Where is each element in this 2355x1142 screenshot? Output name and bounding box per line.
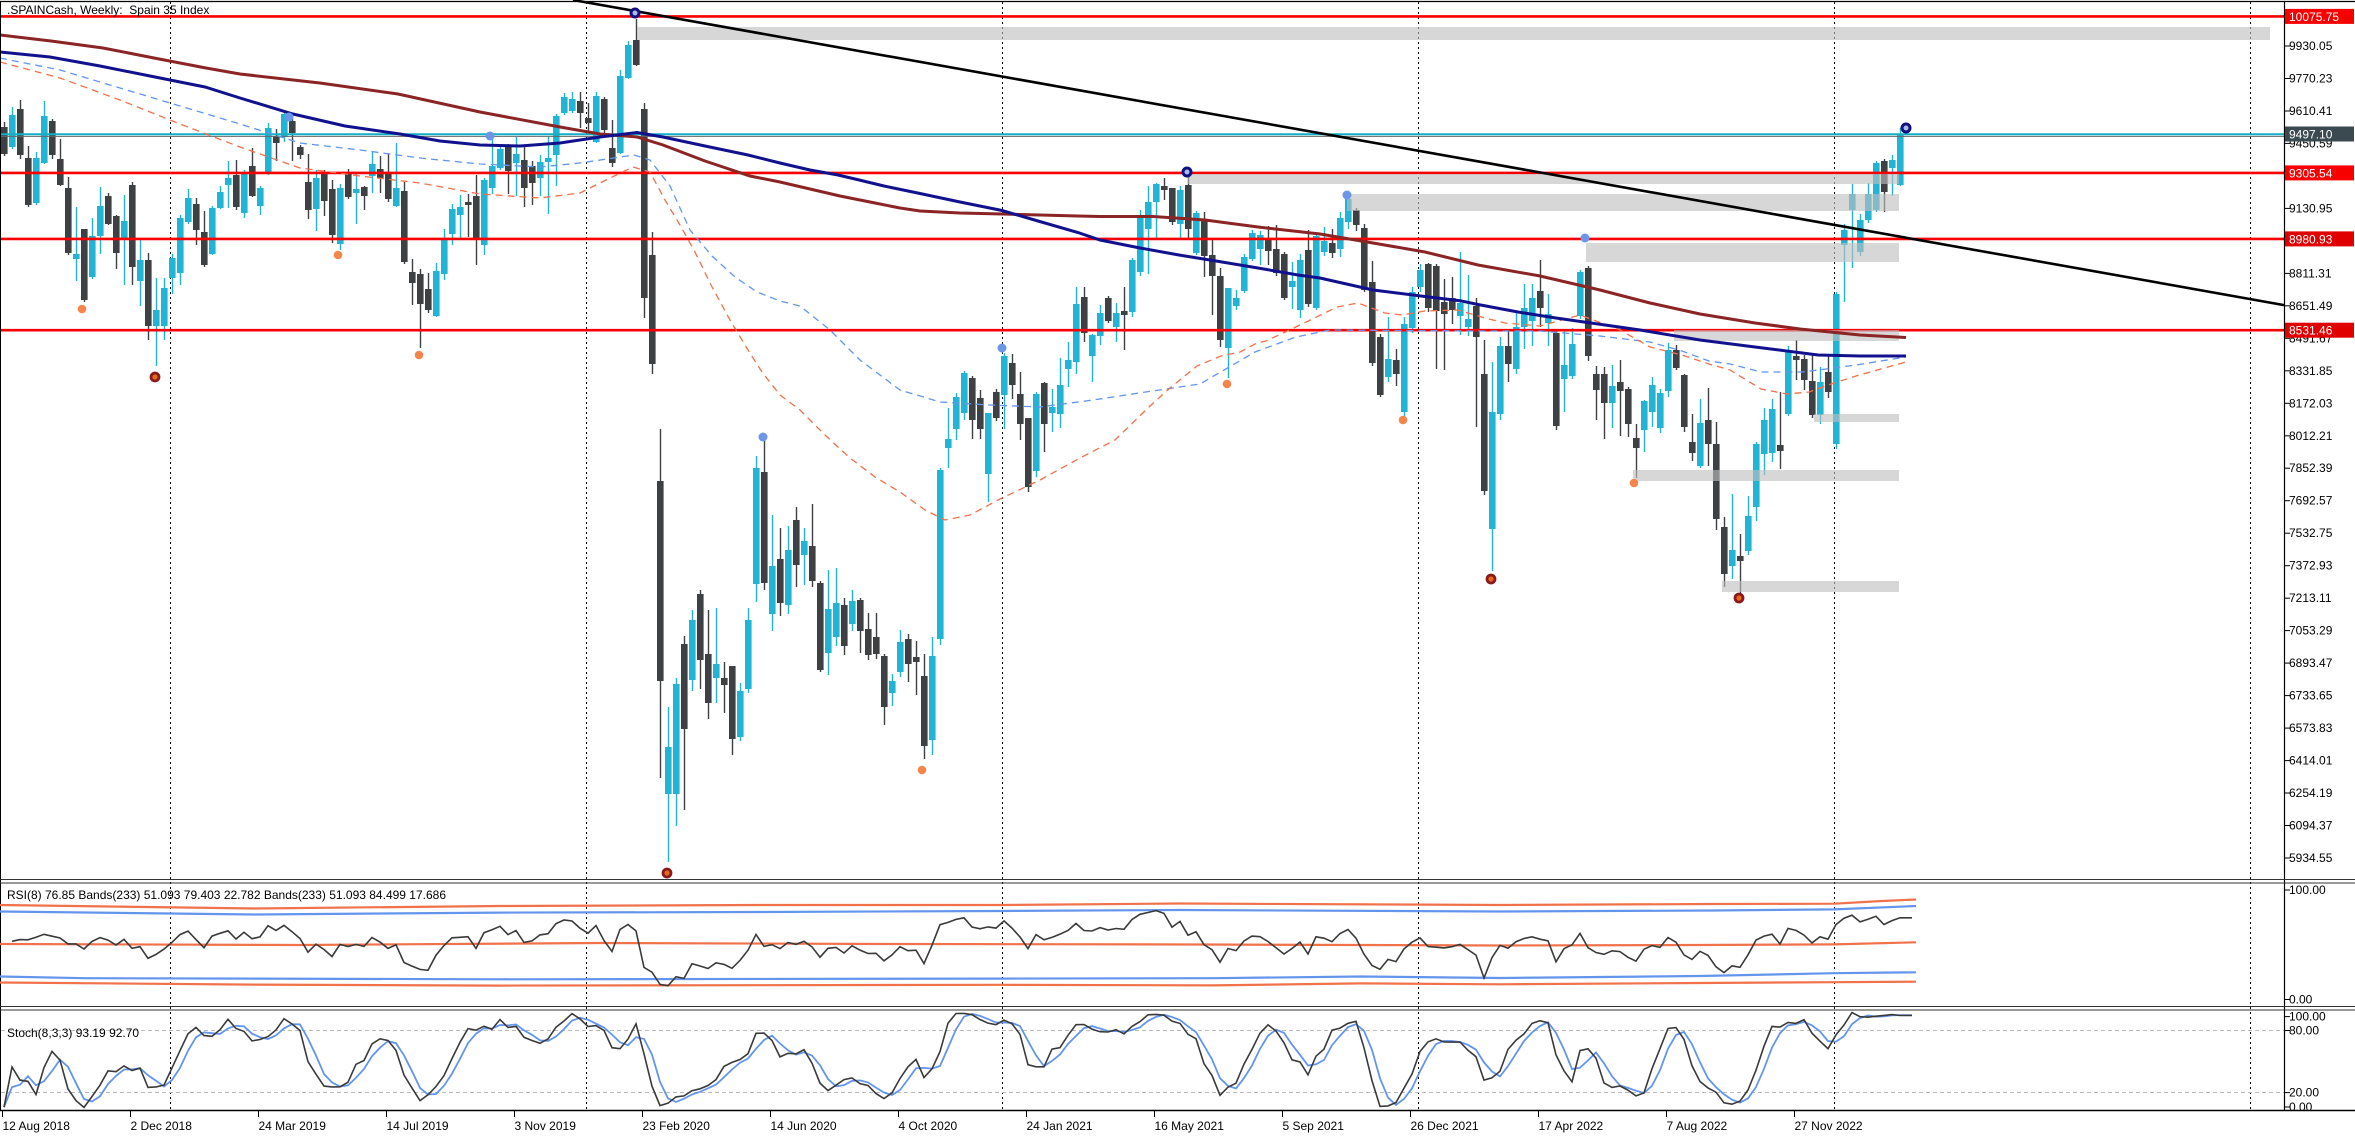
svg-text:80.00: 80.00 xyxy=(2289,1024,2319,1038)
svg-text:10075.75: 10075.75 xyxy=(2289,10,2339,24)
svg-text:RSI(8) 76.85 Bands(233) 51.093: RSI(8) 76.85 Bands(233) 51.093 79.403 22… xyxy=(7,888,446,902)
svg-text:6893.47: 6893.47 xyxy=(2289,656,2333,670)
svg-text:8331.85: 8331.85 xyxy=(2289,364,2333,378)
svg-text:14 Jul 2019: 14 Jul 2019 xyxy=(387,1119,449,1133)
svg-text:3 Nov 2019: 3 Nov 2019 xyxy=(515,1119,577,1133)
svg-text:0.00: 0.00 xyxy=(2289,993,2313,1007)
svg-text:7692.57: 7692.57 xyxy=(2289,494,2333,508)
svg-text:.SPAINCash, Weekly: Spain 35: .SPAINCash, Weekly: Spain 35 Index xyxy=(7,3,209,17)
svg-text:9770.23: 9770.23 xyxy=(2289,72,2333,86)
svg-text:100.00: 100.00 xyxy=(2289,883,2326,897)
svg-text:26 Dec 2021: 26 Dec 2021 xyxy=(1411,1119,1479,1133)
svg-text:6573.83: 6573.83 xyxy=(2289,721,2333,735)
svg-text:2 Dec 2018: 2 Dec 2018 xyxy=(131,1119,193,1133)
svg-text:8172.03: 8172.03 xyxy=(2289,396,2333,410)
svg-text:5 Sep 2021: 5 Sep 2021 xyxy=(1283,1119,1345,1133)
svg-text:23 Feb 2020: 23 Feb 2020 xyxy=(643,1119,711,1133)
svg-text:17 Apr 2022: 17 Apr 2022 xyxy=(1539,1119,1604,1133)
svg-text:4 Oct 2020: 4 Oct 2020 xyxy=(899,1119,958,1133)
svg-text:6414.01: 6414.01 xyxy=(2289,754,2333,768)
svg-text:7532.75: 7532.75 xyxy=(2289,526,2333,540)
svg-text:20.00: 20.00 xyxy=(2289,1086,2319,1100)
svg-text:6733.65: 6733.65 xyxy=(2289,689,2333,703)
svg-text:24 Mar 2019: 24 Mar 2019 xyxy=(259,1119,327,1133)
svg-text:0.00: 0.00 xyxy=(2289,1100,2313,1114)
svg-text:27 Nov 2022: 27 Nov 2022 xyxy=(1795,1119,1863,1133)
svg-text:9305.54: 9305.54 xyxy=(2289,166,2333,180)
svg-text:7053.29: 7053.29 xyxy=(2289,624,2333,638)
svg-text:8980.93: 8980.93 xyxy=(2289,232,2333,246)
svg-text:9497.10: 9497.10 xyxy=(2289,128,2333,142)
svg-text:9610.41: 9610.41 xyxy=(2289,104,2333,118)
svg-text:16 May 2021: 16 May 2021 xyxy=(1155,1119,1225,1133)
svg-text:8651.49: 8651.49 xyxy=(2289,299,2333,313)
svg-text:7372.93: 7372.93 xyxy=(2289,559,2333,573)
svg-text:Stoch(8,3,3) 93.19 92.70: Stoch(8,3,3) 93.19 92.70 xyxy=(7,1026,139,1040)
svg-text:100.00: 100.00 xyxy=(2289,1010,2326,1024)
svg-text:9130.95: 9130.95 xyxy=(2289,201,2333,215)
svg-text:24 Jan 2021: 24 Jan 2021 xyxy=(1027,1119,1093,1133)
svg-text:8811.31: 8811.31 xyxy=(2289,266,2332,280)
svg-text:8531.46: 8531.46 xyxy=(2289,324,2333,338)
svg-text:12 Aug 2018: 12 Aug 2018 xyxy=(3,1119,71,1133)
svg-text:7213.11: 7213.11 xyxy=(2289,591,2332,605)
svg-text:14 Jun 2020: 14 Jun 2020 xyxy=(771,1119,837,1133)
svg-text:7852.39: 7852.39 xyxy=(2289,461,2333,475)
svg-text:6094.37: 6094.37 xyxy=(2289,819,2333,833)
svg-text:5934.55: 5934.55 xyxy=(2289,851,2333,865)
svg-text:6254.19: 6254.19 xyxy=(2289,786,2333,800)
svg-text:8012.21: 8012.21 xyxy=(2289,429,2333,443)
svg-text:9930.05: 9930.05 xyxy=(2289,39,2333,53)
svg-text:7 Aug 2022: 7 Aug 2022 xyxy=(1667,1119,1728,1133)
